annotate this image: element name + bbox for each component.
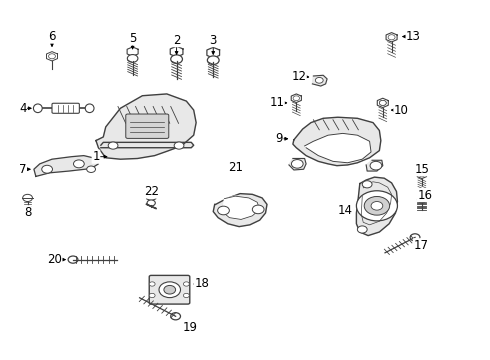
FancyBboxPatch shape (149, 275, 190, 304)
Polygon shape (366, 160, 383, 171)
Circle shape (87, 166, 96, 172)
Circle shape (183, 293, 189, 298)
Ellipse shape (85, 104, 94, 113)
FancyBboxPatch shape (126, 114, 169, 138)
Polygon shape (170, 46, 183, 57)
Text: 7: 7 (19, 163, 26, 176)
Ellipse shape (33, 104, 42, 113)
Circle shape (183, 282, 189, 286)
Text: 2: 2 (173, 33, 180, 47)
Circle shape (164, 285, 175, 294)
Text: 5: 5 (129, 32, 136, 45)
Polygon shape (101, 142, 194, 148)
Text: 8: 8 (24, 206, 31, 219)
Text: 10: 10 (394, 104, 409, 117)
Text: 17: 17 (414, 239, 428, 252)
Text: 20: 20 (47, 253, 62, 266)
Text: 4: 4 (19, 102, 26, 115)
Polygon shape (96, 94, 196, 159)
Circle shape (159, 282, 180, 298)
Circle shape (357, 226, 367, 233)
Text: 14: 14 (338, 204, 353, 217)
Text: 15: 15 (415, 163, 429, 176)
Circle shape (379, 100, 386, 105)
Circle shape (356, 191, 397, 221)
Text: 16: 16 (417, 189, 432, 202)
Polygon shape (293, 117, 381, 166)
Polygon shape (377, 98, 388, 108)
Polygon shape (289, 158, 306, 170)
Polygon shape (305, 134, 371, 163)
Circle shape (410, 234, 420, 241)
Circle shape (293, 96, 299, 100)
Circle shape (23, 194, 32, 202)
Text: 6: 6 (48, 30, 56, 43)
Circle shape (362, 181, 372, 188)
Text: 18: 18 (195, 278, 209, 291)
Polygon shape (386, 33, 397, 42)
Circle shape (108, 142, 118, 149)
Circle shape (207, 56, 219, 64)
Circle shape (292, 159, 303, 168)
Circle shape (171, 55, 182, 63)
Text: 3: 3 (210, 33, 217, 47)
Circle shape (218, 206, 229, 215)
Circle shape (174, 142, 184, 149)
Polygon shape (47, 51, 57, 61)
Circle shape (388, 35, 395, 40)
Circle shape (127, 55, 138, 62)
Circle shape (149, 293, 155, 298)
Circle shape (149, 282, 155, 286)
Circle shape (371, 202, 383, 210)
Polygon shape (34, 156, 98, 176)
Polygon shape (291, 94, 301, 103)
FancyBboxPatch shape (52, 103, 79, 113)
Circle shape (417, 197, 426, 203)
Polygon shape (417, 171, 426, 179)
Polygon shape (207, 47, 220, 58)
Circle shape (364, 197, 390, 215)
Text: 19: 19 (183, 321, 198, 334)
Polygon shape (147, 193, 156, 201)
Circle shape (147, 200, 155, 206)
Text: 22: 22 (144, 185, 159, 198)
Text: 9: 9 (275, 132, 283, 145)
Circle shape (49, 54, 55, 59)
Polygon shape (223, 196, 260, 220)
Circle shape (370, 161, 382, 170)
Text: 12: 12 (291, 69, 306, 82)
Circle shape (252, 205, 264, 214)
Text: 11: 11 (270, 96, 284, 109)
Circle shape (379, 100, 386, 105)
Text: 1: 1 (92, 150, 100, 163)
Text: 13: 13 (406, 30, 421, 43)
Circle shape (171, 313, 180, 320)
Polygon shape (356, 177, 397, 235)
Circle shape (74, 160, 84, 168)
Text: 21: 21 (228, 161, 243, 174)
Circle shape (316, 77, 323, 83)
Polygon shape (313, 75, 327, 86)
Circle shape (68, 256, 78, 263)
Polygon shape (213, 194, 267, 226)
Circle shape (42, 165, 52, 173)
Circle shape (419, 172, 425, 177)
Polygon shape (127, 47, 138, 56)
